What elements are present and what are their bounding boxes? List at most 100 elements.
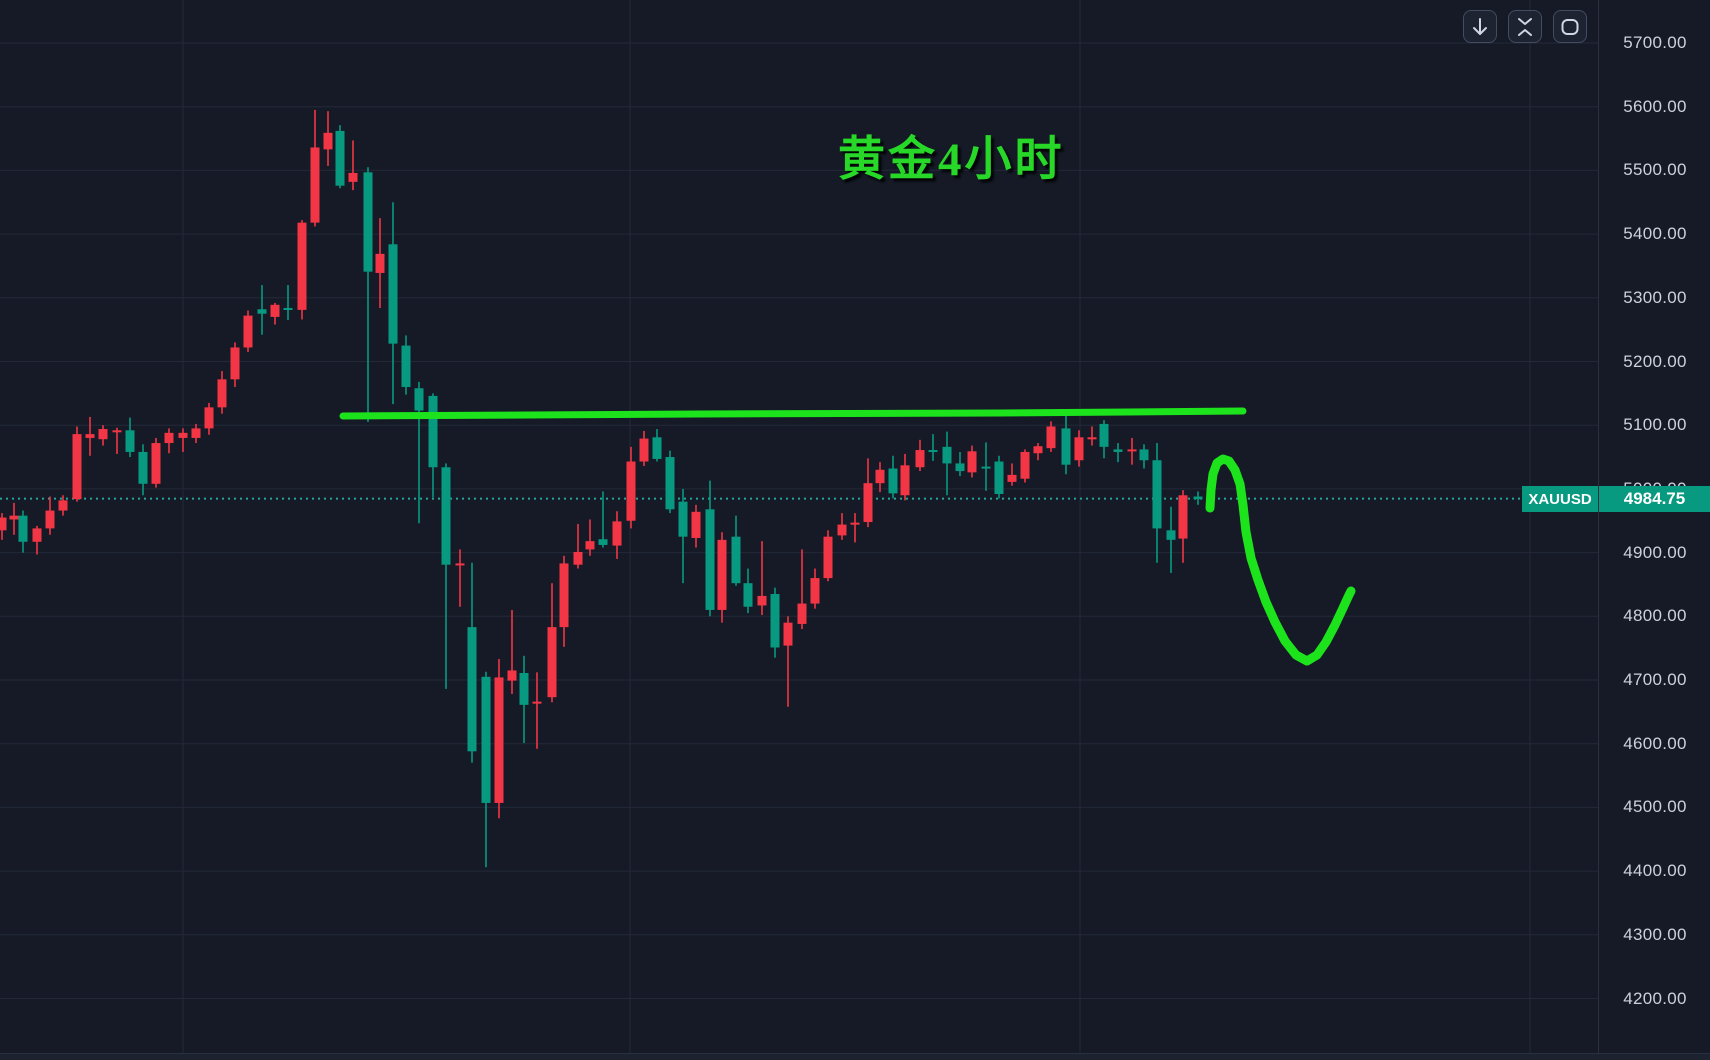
candle-body bbox=[1139, 449, 1149, 461]
candle-body bbox=[705, 509, 715, 610]
candle-body bbox=[1166, 530, 1176, 540]
maximize-pane-button[interactable] bbox=[1553, 10, 1587, 43]
candle-body bbox=[151, 443, 161, 484]
candle-body bbox=[323, 132, 333, 150]
candle-body bbox=[547, 627, 557, 698]
candle-body bbox=[888, 468, 898, 494]
candle-body bbox=[810, 578, 820, 604]
candle-body bbox=[1099, 423, 1109, 447]
candle-body bbox=[138, 451, 148, 484]
price-tick-label: 5300.00 bbox=[1623, 287, 1687, 307]
price-tick-label: 4900.00 bbox=[1623, 542, 1687, 562]
candle-body bbox=[691, 511, 701, 538]
candle-body bbox=[481, 676, 491, 803]
candle-body bbox=[1033, 446, 1043, 454]
candle-body bbox=[125, 430, 135, 452]
price-tick-label: 4300.00 bbox=[1623, 924, 1687, 944]
candle-body bbox=[532, 701, 542, 704]
resistance-line-drawing[interactable] bbox=[339, 407, 1247, 420]
candle-body bbox=[598, 539, 608, 545]
candle-body bbox=[297, 222, 307, 310]
candle-body bbox=[112, 430, 122, 433]
price-tick-label: 5200.00 bbox=[1623, 351, 1687, 371]
candle-body bbox=[441, 467, 451, 565]
candle-body bbox=[612, 521, 622, 546]
collapse-icon bbox=[1518, 17, 1532, 36]
candle-body bbox=[178, 432, 188, 438]
candle-body bbox=[942, 446, 952, 464]
price-tick-label: 4700.00 bbox=[1623, 670, 1687, 689]
candle-body bbox=[375, 253, 385, 273]
candle-body bbox=[1127, 449, 1137, 452]
candle-body bbox=[585, 541, 595, 550]
candle-body bbox=[797, 603, 807, 624]
price-tick-label: 4500.00 bbox=[1623, 797, 1687, 817]
candle-body bbox=[1046, 426, 1056, 449]
candle-body bbox=[783, 622, 793, 646]
candle-body bbox=[401, 345, 411, 387]
candle-body bbox=[507, 670, 517, 681]
candle-body bbox=[863, 483, 873, 523]
price-tick-label: 4400.00 bbox=[1623, 861, 1687, 881]
price-axis[interactable]: 5700.00 5600.00 5500.00 5400.00 5300.00 5200.… bbox=[1598, 0, 1710, 1053]
candle-body bbox=[164, 432, 174, 444]
candle-body bbox=[98, 429, 108, 440]
arrow-down-icon bbox=[1473, 17, 1487, 35]
price-tick-label: 5100.00 bbox=[1623, 415, 1687, 435]
candle-body bbox=[1152, 460, 1162, 529]
candle-body bbox=[823, 536, 833, 579]
candle-body bbox=[414, 388, 424, 411]
candle-body bbox=[428, 395, 438, 468]
collapse-pane-button[interactable] bbox=[1508, 10, 1542, 43]
candle-body bbox=[837, 524, 847, 536]
candle-body bbox=[257, 309, 267, 314]
candle-body bbox=[757, 595, 767, 606]
candle-body bbox=[665, 457, 675, 510]
candle-body bbox=[743, 583, 753, 607]
candle-body bbox=[310, 147, 320, 223]
candle-body bbox=[1074, 437, 1084, 461]
candle-body bbox=[335, 130, 345, 186]
candle-body bbox=[217, 379, 227, 408]
scroll-to-recent-button[interactable] bbox=[1463, 10, 1497, 43]
time-axis[interactable] bbox=[0, 1053, 1710, 1060]
candle-body bbox=[45, 510, 55, 529]
candle-body bbox=[243, 315, 253, 348]
candle-body bbox=[388, 244, 398, 344]
candle-body bbox=[467, 627, 477, 752]
candle-body bbox=[455, 563, 465, 566]
candle-body bbox=[678, 501, 688, 537]
candle-body bbox=[348, 172, 358, 182]
candle-body bbox=[85, 434, 95, 438]
candle-body bbox=[652, 437, 662, 459]
candle-body bbox=[363, 172, 373, 272]
candle-body bbox=[494, 677, 504, 803]
candle-body bbox=[850, 522, 860, 525]
price-tick-label: 5500.00 bbox=[1623, 160, 1687, 180]
candle-body bbox=[1113, 449, 1123, 452]
maximize-icon bbox=[1561, 18, 1579, 35]
chart-title: 黄金4小时 bbox=[838, 134, 1065, 186]
candle-body bbox=[519, 672, 529, 705]
price-tick-label: 5600.00 bbox=[1623, 96, 1687, 116]
candle-body bbox=[191, 428, 201, 438]
candle-body bbox=[981, 466, 991, 469]
price-tick-label: 5700.00 bbox=[1623, 33, 1687, 52]
candle-body bbox=[204, 407, 214, 429]
candle-body bbox=[770, 594, 780, 648]
candle-body bbox=[0, 517, 7, 531]
price-tick-label: 4600.00 bbox=[1623, 733, 1687, 753]
candle-body bbox=[1178, 495, 1188, 539]
candle-body bbox=[875, 469, 885, 484]
candle-body bbox=[915, 450, 925, 468]
candle-body bbox=[559, 563, 569, 628]
candle-body bbox=[32, 528, 42, 542]
projection-arrow-drawing[interactable] bbox=[1205, 454, 1356, 666]
price-tick-label: 5400.00 bbox=[1623, 224, 1687, 244]
candle-body bbox=[18, 515, 28, 542]
candle-body bbox=[72, 434, 82, 500]
candle-body bbox=[270, 304, 280, 317]
candle-body bbox=[928, 450, 938, 453]
